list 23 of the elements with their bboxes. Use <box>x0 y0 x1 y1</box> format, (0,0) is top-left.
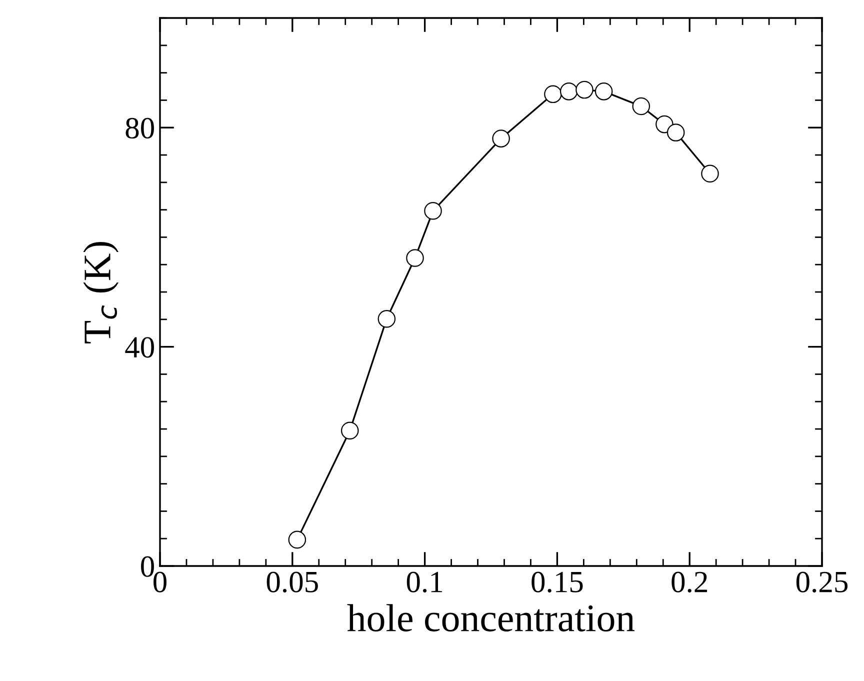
point <box>424 202 442 220</box>
y-axis-title: T$_{c}$ (K) <box>83 242 119 344</box>
point <box>288 530 306 549</box>
x-axis-title: hole concentration <box>347 604 635 632</box>
y-tick-label: 0 <box>141 556 154 577</box>
point <box>406 249 424 267</box>
point <box>340 422 359 440</box>
point <box>378 310 396 328</box>
point <box>594 82 613 100</box>
point <box>666 124 685 142</box>
y-tick-label: 80 <box>126 118 154 138</box>
point <box>632 97 650 116</box>
x-tick-label: 0.15 <box>532 572 583 592</box>
x-tick-label: 0.2 <box>672 572 708 592</box>
point <box>492 130 510 148</box>
x-tick-label: 0.05 <box>266 572 318 592</box>
point <box>576 80 594 99</box>
point <box>701 164 719 183</box>
x-tick-label: 0.1 <box>406 572 442 592</box>
point <box>560 82 578 100</box>
point <box>544 85 562 104</box>
x-tick-label: 0.25 <box>796 572 848 592</box>
y-tick-label: 40 <box>125 337 154 358</box>
